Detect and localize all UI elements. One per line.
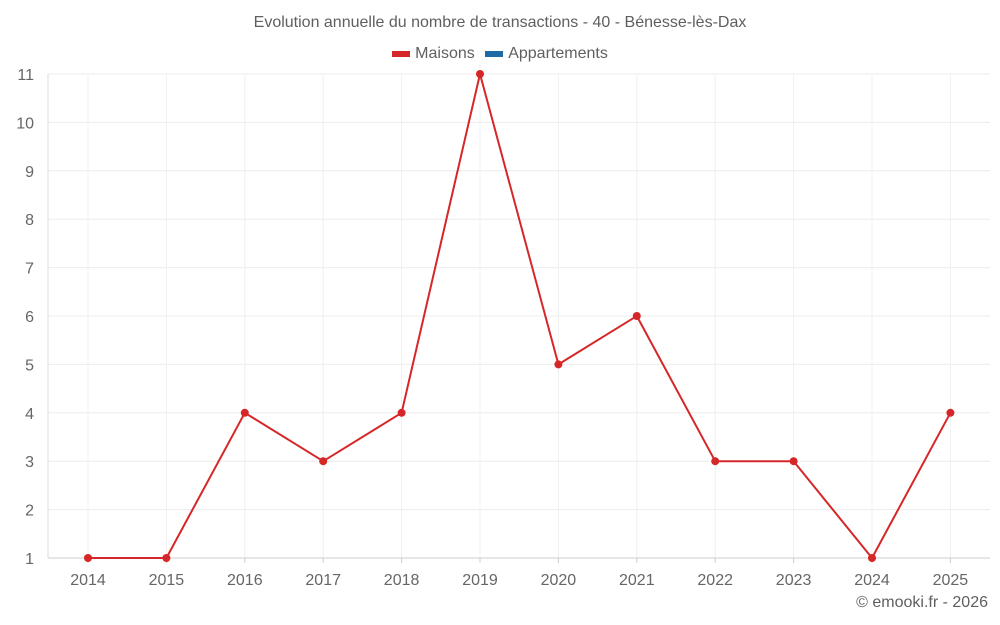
legend-item-maisons[interactable]: Maisons — [392, 45, 475, 63]
data-point — [711, 457, 720, 466]
data-point — [476, 70, 484, 78]
x-tick-label: 2022 — [697, 572, 733, 589]
y-tick-label: 7 — [25, 261, 34, 278]
y-tick-label: 11 — [17, 67, 34, 84]
y-tick-label: 10 — [16, 115, 34, 132]
x-tick-label: 2020 — [541, 572, 577, 589]
data-point — [789, 457, 798, 466]
y-tick-label: 5 — [25, 357, 34, 374]
x-tick-label: 2017 — [305, 572, 341, 589]
legend-item-appartements[interactable]: Appartements — [485, 45, 608, 63]
data-point — [632, 312, 641, 320]
data-point — [162, 554, 171, 562]
y-tick-label: 2 — [25, 503, 34, 520]
y-tick-label: 3 — [25, 454, 34, 471]
x-tick-label: 2019 — [462, 572, 498, 589]
x-tick-label: 2016 — [227, 572, 263, 589]
x-tick-label: 2018 — [384, 572, 420, 589]
data-point — [240, 408, 249, 417]
legend-label-appartements: Appartements — [508, 45, 608, 62]
x-tick-label: 2021 — [619, 572, 655, 589]
y-tick-label: 8 — [25, 212, 34, 229]
y-tick-label: 9 — [25, 164, 34, 181]
y-tick-label: 6 — [25, 309, 34, 326]
data-point — [554, 360, 563, 369]
x-tick-label: 2023 — [776, 572, 812, 589]
x-tick-label: 2015 — [149, 572, 185, 589]
chart-legend: Maisons Appartements — [0, 44, 1000, 63]
x-tick-label: 2024 — [854, 572, 890, 589]
y-tick-label: 1 — [25, 551, 34, 568]
legend-swatch-maisons — [392, 51, 411, 57]
y-tick-label: 4 — [25, 406, 34, 423]
x-tick-label: 2014 — [70, 572, 106, 589]
legend-swatch-appartements — [485, 51, 504, 57]
legend-label-maisons: Maisons — [415, 45, 475, 62]
copyright-footer: © emooki.fr - 2026 — [856, 594, 988, 611]
chart-title: Evolution annuelle du nombre de transact… — [253, 14, 747, 31]
x-tick-label: 2025 — [933, 572, 969, 589]
data-point — [868, 554, 876, 562]
data-point — [397, 408, 406, 417]
data-point — [319, 457, 328, 466]
series-line-maisons — [88, 73, 952, 559]
data-point — [946, 408, 955, 417]
data-point — [84, 554, 92, 562]
